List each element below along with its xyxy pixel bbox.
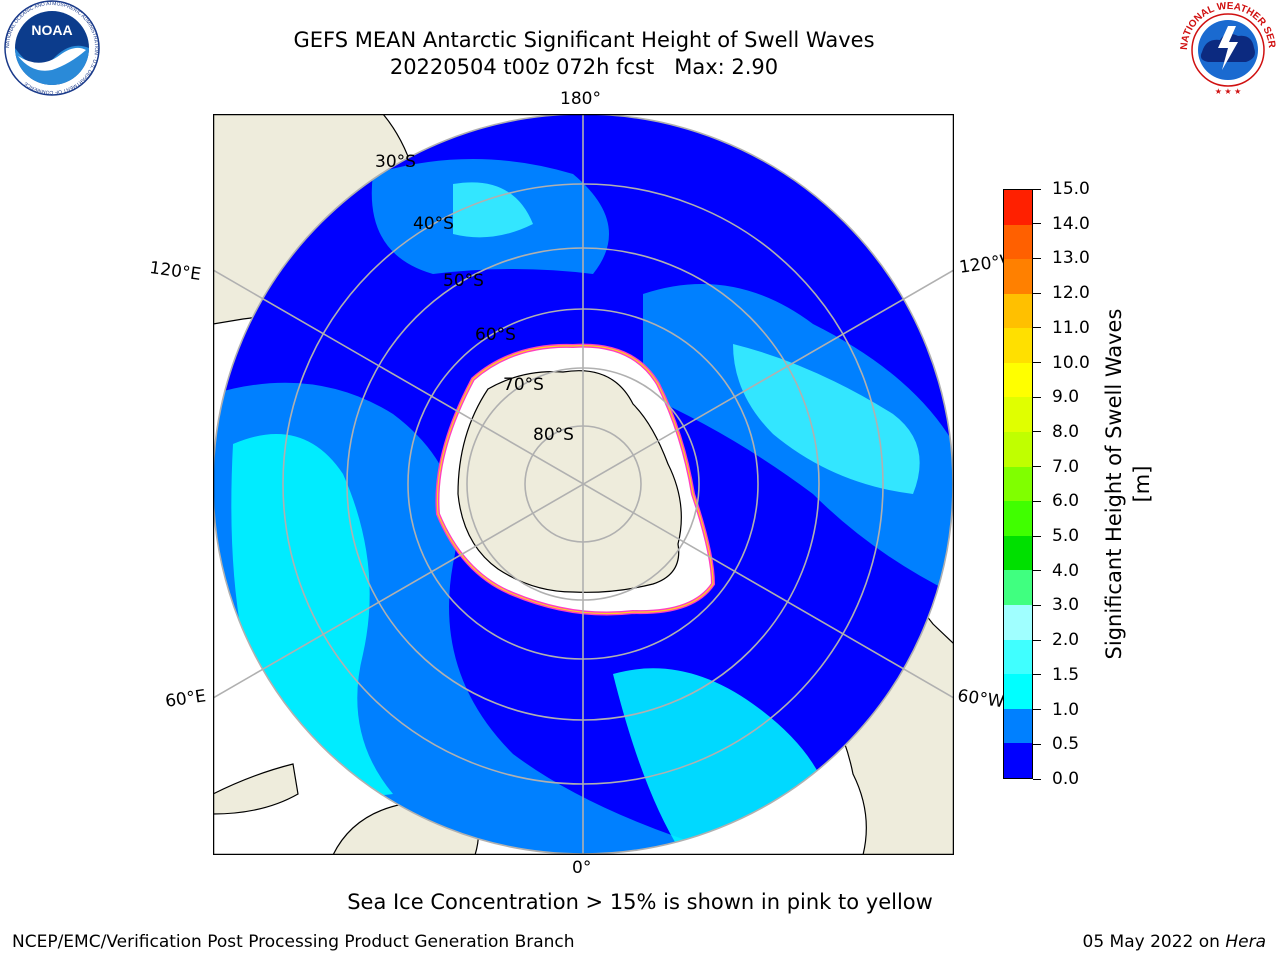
colorbar-tick-label: 0.5	[1052, 734, 1080, 755]
colorbar-tick-label: 13.0	[1052, 248, 1090, 269]
colorbar-tick-label: 2.0	[1052, 630, 1080, 651]
colorbar-label: Significant Height of Swell Waves [m]	[1102, 308, 1154, 660]
colorbar-tick	[1033, 223, 1041, 225]
lon-label-180: 180°	[560, 89, 601, 109]
colorbar-tick	[1033, 431, 1041, 433]
land-madagascar	[213, 763, 299, 815]
colorbar-segment	[1004, 466, 1032, 502]
land-antarctica	[457, 370, 682, 593]
lon-label-60e: 60°E	[164, 686, 208, 712]
colorbar-tick-label: 15.0	[1052, 179, 1090, 199]
colorbar-tick-label: 14.0	[1052, 213, 1090, 234]
colorbar-tick	[1033, 188, 1041, 190]
colorbar-segment	[1004, 432, 1032, 467]
colorbar	[1003, 189, 1033, 779]
footer-credit: NCEP/EMC/Verification Post Processing Pr…	[12, 932, 575, 952]
colorbar-tick	[1033, 292, 1041, 294]
colorbar-tick	[1033, 674, 1041, 676]
colorbar-tick-label: 12.0	[1052, 283, 1090, 304]
colorbar-tick	[1033, 743, 1041, 745]
colorbar-segment	[1004, 605, 1032, 640]
lat-label-80: 80°S	[533, 425, 574, 445]
colorbar-tick-label: 7.0	[1052, 456, 1080, 477]
sea-ice-note: Sea Ice Concentration > 15% is shown in …	[347, 890, 933, 914]
chart-title: GEFS MEAN Antarctic Significant Height o…	[293, 28, 875, 52]
colorbar-tick	[1033, 327, 1041, 329]
colorbar-segment	[1004, 362, 1032, 398]
colorbar-tick-label: 3.0	[1052, 595, 1080, 616]
colorbar-tick	[1033, 570, 1041, 572]
footer-date: 05 May 2022 on Hera	[1083, 932, 1267, 952]
polar-map: 30°S 40°S 50°S 60°S 70°S 80°S	[213, 114, 954, 855]
colorbar-tick	[1033, 709, 1041, 711]
colorbar-tick-label: 6.0	[1052, 491, 1080, 512]
colorbar-tick	[1033, 500, 1041, 502]
colorbar-tick-label: 9.0	[1052, 387, 1080, 408]
lat-label-50: 50°S	[443, 271, 484, 291]
colorbar-tick	[1033, 466, 1041, 468]
colorbar-segment	[1004, 639, 1032, 675]
colorbar-segment	[1004, 293, 1032, 329]
lat-label-70: 70°S	[503, 375, 544, 395]
colorbar-tick-label: 10.0	[1052, 352, 1090, 373]
lat-label-60: 60°S	[475, 325, 516, 345]
colorbar-tick-label: 1.5	[1052, 664, 1080, 685]
colorbar-tick-label: 1.0	[1052, 699, 1080, 720]
forecast-run: 20220504 t00z 072h fcst	[389, 55, 655, 79]
colorbar-tick	[1033, 535, 1041, 537]
map-border	[213, 114, 954, 855]
chart-subtitle: 20220504 t00z 072h fcst Max: 2.90	[184, 54, 984, 80]
colorbar-segment	[1004, 570, 1032, 606]
max-value: Max: 2.90	[674, 55, 779, 79]
colorbar-segment	[1004, 328, 1032, 363]
colorbar-tick-label: 4.0	[1052, 560, 1080, 581]
colorbar-tick	[1033, 257, 1041, 259]
footer-date-text: 05 May 2022 on	[1082, 932, 1220, 952]
colorbar-segment	[1004, 397, 1032, 433]
colorbar-tick	[1033, 604, 1041, 606]
colorbar-tick	[1033, 778, 1041, 780]
noaa-logo-text: NOAA	[31, 22, 72, 38]
colorbar-tick-label: 11.0	[1052, 317, 1090, 338]
colorbar-tick-label: 5.0	[1052, 526, 1080, 547]
lat-label-40: 40°S	[413, 214, 454, 234]
colorbar-segment	[1004, 501, 1032, 536]
nws-logo: NATIONAL WEATHER SERVICE ★ ★ ★	[1176, 0, 1277, 96]
colorbar-segment	[1004, 189, 1032, 225]
colorbar-segment	[1004, 674, 1032, 709]
colorbar-tick	[1033, 396, 1041, 398]
colorbar-segment	[1004, 743, 1032, 778]
colorbar-tick	[1033, 639, 1041, 641]
colorbar-tick-label: 8.0	[1052, 421, 1080, 442]
lon-label-120e: 120°E	[148, 258, 203, 286]
noaa-logo: NOAA NATIONAL OCEANIC AND ATMOSPHERIC AD…	[4, 0, 100, 96]
colorbar-segment	[1004, 535, 1032, 571]
lon-label-60w: 60°W	[956, 686, 1006, 713]
lon-label-0: 0°	[572, 858, 592, 878]
colorbar-segment	[1004, 224, 1032, 260]
colorbar-tick-label: 0.0	[1052, 769, 1080, 789]
footer-machine: Hera	[1225, 932, 1266, 952]
colorbar-segment	[1004, 708, 1032, 744]
colorbar-segment	[1004, 259, 1032, 294]
svg-text:★ ★ ★: ★ ★ ★	[1215, 87, 1242, 96]
lat-label-30: 30°S	[375, 152, 416, 172]
colorbar-tick	[1033, 362, 1041, 364]
